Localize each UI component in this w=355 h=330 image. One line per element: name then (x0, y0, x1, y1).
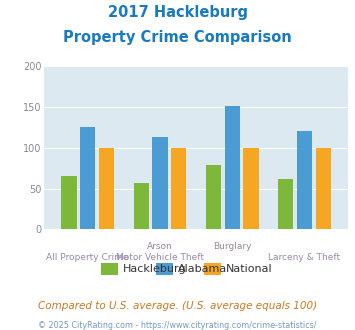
Bar (171, 148, 186, 229)
Bar (278, 179, 293, 229)
Bar (99, 148, 114, 229)
Text: Larceny & Theft: Larceny & Theft (268, 253, 340, 262)
Bar (80, 127, 95, 229)
Text: Motor Vehicle Theft: Motor Vehicle Theft (116, 253, 204, 262)
Bar (297, 131, 312, 229)
Bar (206, 165, 221, 229)
Text: Hackleburg: Hackleburg (122, 264, 186, 274)
Bar (244, 148, 259, 229)
Text: 2017 Hackleburg: 2017 Hackleburg (108, 5, 247, 20)
Text: National: National (225, 264, 272, 274)
Text: Arson: Arson (147, 242, 173, 251)
Bar (133, 183, 149, 229)
Text: Burglary: Burglary (213, 242, 252, 251)
Bar (152, 137, 168, 229)
Text: All Property Crime: All Property Crime (47, 253, 129, 262)
Bar (61, 176, 77, 229)
Bar (316, 148, 331, 229)
Text: Compared to U.S. average. (U.S. average equals 100): Compared to U.S. average. (U.S. average … (38, 301, 317, 311)
Text: Alabama: Alabama (178, 264, 227, 274)
Text: Property Crime Comparison: Property Crime Comparison (63, 30, 292, 45)
Text: © 2025 CityRating.com - https://www.cityrating.com/crime-statistics/: © 2025 CityRating.com - https://www.city… (38, 321, 317, 330)
Bar (225, 106, 240, 229)
